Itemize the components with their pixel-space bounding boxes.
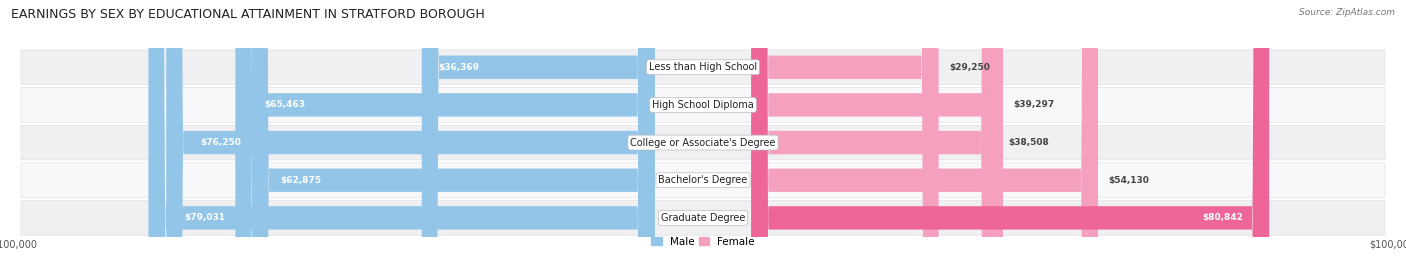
Text: $36,369: $36,369 <box>439 63 479 72</box>
Text: $29,250: $29,250 <box>949 63 990 72</box>
Text: EARNINGS BY SEX BY EDUCATIONAL ATTAINMENT IN STRATFORD BOROUGH: EARNINGS BY SEX BY EDUCATIONAL ATTAINMEN… <box>11 8 485 21</box>
Text: $62,875: $62,875 <box>280 176 321 185</box>
FancyBboxPatch shape <box>21 125 1385 160</box>
Text: $65,463: $65,463 <box>264 100 305 109</box>
FancyBboxPatch shape <box>751 0 939 269</box>
Text: $39,297: $39,297 <box>1014 100 1054 109</box>
FancyBboxPatch shape <box>21 163 1385 197</box>
Text: College or Associate's Degree: College or Associate's Degree <box>630 137 776 148</box>
Text: $79,031: $79,031 <box>184 213 225 222</box>
FancyBboxPatch shape <box>252 0 655 269</box>
Text: $80,842: $80,842 <box>1202 213 1243 222</box>
Text: $76,250: $76,250 <box>201 138 242 147</box>
FancyBboxPatch shape <box>21 88 1385 122</box>
Text: Graduate Degree: Graduate Degree <box>661 213 745 223</box>
FancyBboxPatch shape <box>21 50 1385 84</box>
Text: $54,130: $54,130 <box>1108 176 1149 185</box>
FancyBboxPatch shape <box>751 0 1270 269</box>
Text: Bachelor's Degree: Bachelor's Degree <box>658 175 748 185</box>
FancyBboxPatch shape <box>751 0 998 269</box>
FancyBboxPatch shape <box>751 0 1002 269</box>
Text: High School Diploma: High School Diploma <box>652 100 754 110</box>
Text: Less than High School: Less than High School <box>650 62 756 72</box>
FancyBboxPatch shape <box>149 0 655 269</box>
FancyBboxPatch shape <box>235 0 655 269</box>
FancyBboxPatch shape <box>422 0 655 269</box>
FancyBboxPatch shape <box>21 201 1385 235</box>
Legend: Male, Female: Male, Female <box>651 236 755 247</box>
FancyBboxPatch shape <box>751 0 1098 269</box>
FancyBboxPatch shape <box>166 0 655 269</box>
Text: Source: ZipAtlas.com: Source: ZipAtlas.com <box>1299 8 1395 17</box>
Text: $38,508: $38,508 <box>1008 138 1049 147</box>
